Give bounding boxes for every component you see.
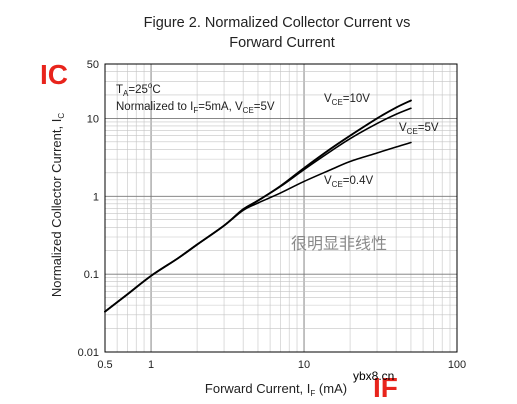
series-label-vce-10v: VCE=10V [324, 93, 370, 107]
series-lines [104, 99, 412, 313]
x-tick-label: 1 [148, 359, 154, 371]
x-axis-label: Forward Current, IF (mA) [205, 381, 347, 398]
y-tick-label: 1 [93, 191, 99, 203]
x-tick-label: 0.5 [97, 359, 112, 371]
chart-title-line1: Figure 2. Normalized Collector Current v… [144, 15, 411, 31]
chart-title-line2: Forward Current [229, 35, 335, 51]
x-tick-label: 100 [448, 359, 466, 371]
y-tick-label: 0.01 [78, 347, 99, 359]
y-tick-label: 50 [87, 59, 99, 71]
condition-temperature: TA=25oC [116, 81, 161, 98]
y-axis-label: Normalized Collector Current, IC [49, 113, 66, 297]
series-label-vce-5v: VCE=5V [399, 122, 439, 136]
condition-normalization: Normalized to IF=5mA, VCE=5V [116, 101, 275, 115]
curve-vce-0.4v [104, 141, 412, 313]
grid-lines [105, 64, 457, 352]
plot-frame [104, 63, 458, 353]
series-label-vce-0.4v: VCE=0.4V [324, 175, 373, 189]
y-tick-label: 0.1 [84, 269, 99, 281]
nonlinear-note: 很明显非线性 [291, 235, 387, 253]
ic-overlay-label: IC [40, 59, 68, 90]
y-tick-label: 10 [87, 113, 99, 125]
if-overlay-label: IF [373, 372, 398, 403]
tick-labels: 0.5 1 10 100 0.01 0.1 1 10 50 [78, 59, 467, 371]
x-tick-label: 10 [298, 359, 310, 371]
watermark: ybx8.cn [353, 369, 394, 383]
